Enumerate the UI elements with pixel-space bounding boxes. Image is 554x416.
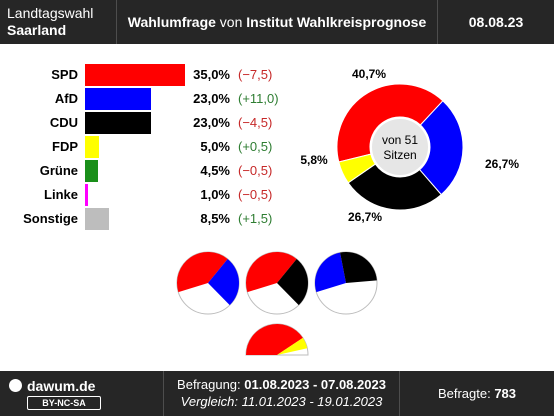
election-type: Landtagswahl [7,5,94,21]
donut-slice-3 [338,153,377,184]
header-left: Landtagswahl Saarland [0,0,116,44]
party-bar-0 [85,64,185,86]
party-bar-4 [85,160,98,182]
poll-title: Wahlumfrage von Institut Wahlkreisprogno… [116,0,438,44]
comparison-period: Vergleich: 11.01.2023 - 19.01.2023 [180,394,383,409]
dawum-logo-icon [9,379,22,392]
party-change-1: (+11,0) [238,91,279,106]
coalition-1-slice-0 [246,252,297,293]
respondents: Befragte: 783 [400,371,554,416]
seat-distribution-donut: von 51 Sitzen 40,7% 26,7% 26,7% 5,8% [176,67,519,356]
footer-brand-area: dawum.de BY-NC-SA [0,371,163,416]
party-value-1: 23,0% [193,91,230,106]
survey-dates: 01.08.2023 - 07.08.2023 [244,377,386,392]
party-label-4: Grüne [39,163,78,178]
poll-title-word: Wahlumfrage [127,14,216,30]
respondents-value: 783 [494,386,517,401]
coalition-2-slice-1 [340,252,377,283]
party-label-5: Linke [44,187,78,202]
poll-title-connector: von [215,14,247,30]
coalition-half-slice-1 [277,337,308,355]
header-bar: Landtagswahl Saarland Wahlumfrage von In… [0,0,554,44]
party-change-5: (−0,5) [238,187,273,202]
poll-institute: Institut Wahlkreisprognose [246,14,427,30]
party-bar-5 [85,184,88,206]
party-change-2: (−4,5) [238,115,273,130]
donut-center [372,119,428,175]
donut-label-3: 5,8% [300,153,328,167]
footer-bar: dawum.de BY-NC-SA Befragung: 01.08.2023 … [0,371,554,416]
party-change-6: (+1,5) [238,211,273,226]
party-change-4: (−0,5) [238,163,273,178]
party-bar-3 [85,136,99,158]
party-value-5: 1,0% [200,187,230,202]
party-value-4: 4,5% [200,163,230,178]
donut-center-line1: von 51 [382,133,418,147]
party-label-2: CDU [49,115,78,130]
party-value-0: 35,0% [193,67,230,82]
donut-label-1: 26,7% [485,157,519,171]
coalition-2-slice-0 [315,252,346,293]
survey-label: Befragung: [177,377,245,392]
party-bar-6 [85,208,109,230]
coalition-1-slice-1 [277,259,309,306]
party-value-6: 8,5% [200,211,230,226]
coalition-0-slice-0 [177,252,228,293]
party-bar-1 [85,88,151,110]
license-badge: BY-NC-SA [27,396,101,410]
party-value-3: 5,0% [200,139,230,154]
respondents-label: Befragte: [437,386,495,401]
party-bar-2 [85,112,151,134]
donut-label-0: 40,7% [352,67,386,81]
donut-label-2: 26,7% [348,210,382,224]
party-label-1: AfD [54,91,78,106]
survey-period: Befragung: 01.08.2023 - 07.08.2023 [164,377,399,392]
footer-dates: Befragung: 01.08.2023 - 07.08.2023 Vergl… [163,371,400,416]
party-change-3: (+0,5) [238,139,273,154]
poll-date: 08.08.23 [468,14,524,30]
donut-center-line2: Sitzen [383,148,416,162]
coalition-half-slice-0 [246,323,303,355]
party-value-2: 23,0% [193,115,230,130]
brand-name: dawum.de [27,378,96,394]
state-name: Saarland [7,22,67,38]
party-label-6: Sonstige [23,211,78,226]
coalition-0-slice-1 [208,259,239,306]
party-label-3: FDP [52,139,78,154]
party-change-0: (−7,5) [238,67,273,82]
donut-slice-0 [336,83,444,163]
party-label-0: SPD [51,67,78,82]
